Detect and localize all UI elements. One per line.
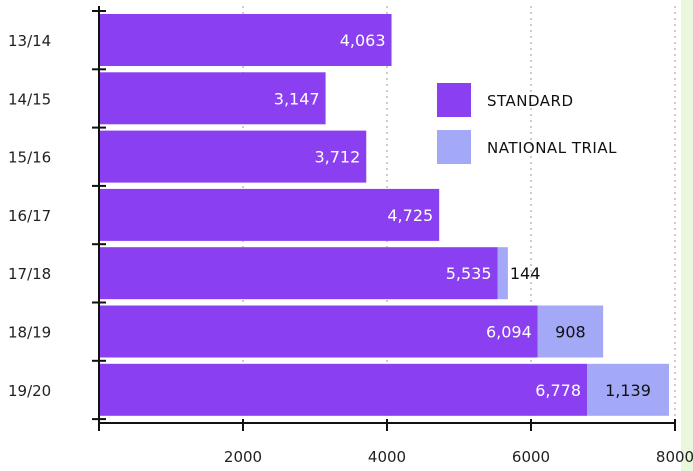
y-tick-label-18/19: 18/19 bbox=[8, 324, 51, 342]
bar-standard-15/16 bbox=[99, 130, 367, 183]
x-tick-label-4000: 4000 bbox=[368, 448, 406, 466]
value-label-standard-17/18: 5,535 bbox=[446, 264, 492, 283]
value-label-standard-19/20: 6,778 bbox=[535, 381, 581, 400]
bars: 4,063 3,147 3,712 4,725 5,535 144 6,094 908 6,77… bbox=[99, 14, 670, 416]
bar-national-trial-17/18 bbox=[497, 247, 508, 300]
legend-label-national-trial: NATIONAL TRIAL bbox=[487, 139, 617, 157]
bar-standard-13/14 bbox=[99, 14, 392, 66]
bar-standard-19/20 bbox=[99, 363, 588, 416]
bar-standard-16/17 bbox=[99, 188, 440, 241]
bar-standard-14/15 bbox=[99, 72, 326, 125]
legend-label-standard: STANDARD bbox=[487, 92, 574, 110]
tick-labels: 13/14 14/15 15/16 16/17 17/18 18/19 19/20 2000 4… bbox=[8, 32, 693, 466]
x-tick-label-6000: 6000 bbox=[512, 448, 550, 466]
legend: STANDARD NATIONAL TRIAL bbox=[437, 83, 617, 164]
y-tick-label-19/20: 19/20 bbox=[8, 382, 51, 400]
value-label-national-trial-18/19: 908 bbox=[555, 323, 586, 342]
bar-national-trial-18/19 bbox=[537, 305, 604, 358]
value-label-standard-18/19: 6,094 bbox=[486, 323, 532, 342]
value-label-standard-14/15: 3,147 bbox=[274, 89, 320, 108]
value-label-national-trial-19/20: 1,139 bbox=[605, 381, 651, 400]
y-tick-label-17/18: 17/18 bbox=[8, 265, 51, 283]
axes bbox=[92, 6, 676, 431]
legend-swatch-standard bbox=[437, 83, 471, 117]
y-tick-label-14/15: 14/15 bbox=[8, 90, 51, 108]
value-label-standard-15/16: 3,712 bbox=[314, 148, 360, 167]
y-tick-label-16/17: 16/17 bbox=[8, 207, 51, 225]
y-tick-label-15/16: 15/16 bbox=[8, 149, 51, 167]
x-tick-label-8000: 8000 bbox=[656, 448, 693, 466]
bar-national-trial-19/20 bbox=[587, 363, 670, 416]
x-tick-label-2000: 2000 bbox=[224, 448, 262, 466]
bar-standard-18/19 bbox=[99, 305, 538, 358]
value-label-standard-16/17: 4,725 bbox=[387, 206, 433, 225]
bar-standard-17/18 bbox=[99, 247, 498, 300]
value-label-standard-13/14: 4,063 bbox=[340, 31, 386, 50]
edge-strip bbox=[681, 0, 693, 471]
y-tick-label-13/14: 13/14 bbox=[8, 32, 51, 50]
legend-swatch-national-trial bbox=[437, 130, 471, 164]
value-label-national-trial-17/18: 144 bbox=[510, 264, 541, 283]
